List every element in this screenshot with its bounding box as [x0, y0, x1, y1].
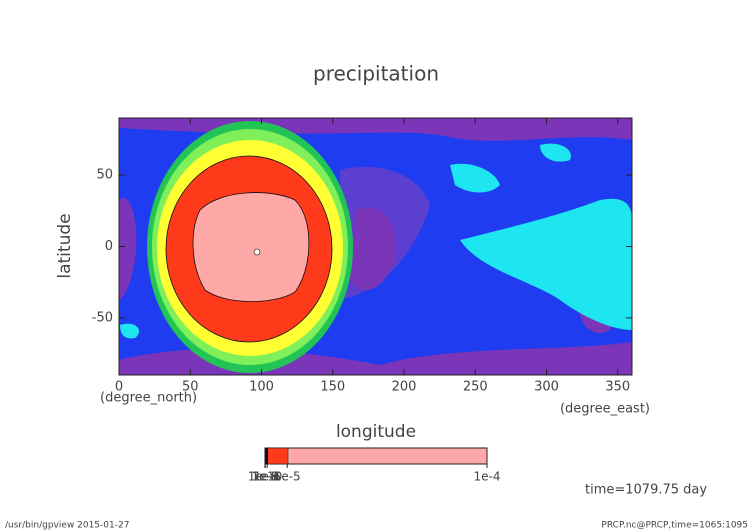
- y-axis-label: latitude: [55, 213, 75, 278]
- x-tick-label: 350: [605, 380, 630, 395]
- y-tick-label: -50: [92, 310, 113, 325]
- colorbar-tick-label: 1e-10: [248, 470, 283, 484]
- contour-field: [119, 118, 632, 375]
- x-axis-label: longitude: [336, 422, 416, 442]
- colorbar: [264, 447, 488, 465]
- x-units: (degree_east): [560, 402, 650, 417]
- x-tick-label: 100: [249, 380, 274, 395]
- x-tick-label: 250: [463, 380, 488, 395]
- footer-right: PRCP.nc@PRCP,time=1065:1095: [601, 521, 748, 531]
- colorbar-tick-label: 1e-7: [252, 470, 279, 484]
- y-tick-label: 0: [105, 239, 113, 254]
- time-annotation: time=1079.75 day: [585, 483, 707, 498]
- colorbar-tick-label: 1e-5: [274, 470, 301, 484]
- x-tick-label: 300: [534, 380, 559, 395]
- x-tick-label: 200: [392, 380, 417, 395]
- x-tick-label: 0: [115, 380, 123, 395]
- colorbar-tick-label: 1e-4: [474, 470, 501, 484]
- footer-left: /usr/bin/gpview 2015-01-27: [5, 521, 129, 531]
- x-tick-label: 50: [182, 380, 199, 395]
- chart-title: precipitation: [313, 62, 439, 86]
- y-tick-label: 50: [96, 168, 113, 183]
- colorbar-tick-label: 1e-6: [254, 470, 281, 484]
- x-tick-label: 150: [320, 380, 345, 395]
- colorbar-tick-label: 1e-8: [252, 470, 279, 484]
- y-units: (degree_north): [100, 391, 197, 406]
- colorbar-tick-label: 1e-9: [252, 470, 279, 484]
